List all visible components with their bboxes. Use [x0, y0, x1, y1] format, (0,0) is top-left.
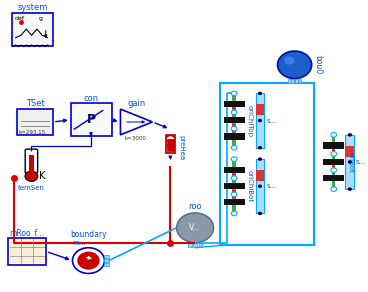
FancyBboxPatch shape [8, 238, 46, 265]
Circle shape [258, 146, 262, 150]
Circle shape [77, 252, 100, 270]
Bar [223, 183, 245, 189]
Circle shape [331, 152, 337, 156]
Bar [291, 79, 294, 83]
Text: s...: s... [266, 118, 276, 124]
Bar [29, 155, 33, 172]
Bar [223, 101, 245, 107]
Bar [105, 259, 109, 262]
Bar [295, 79, 298, 83]
Text: mRoo_f...: mRoo_f... [10, 228, 45, 237]
Bar [233, 190, 236, 199]
Bar [10, 239, 44, 263]
FancyBboxPatch shape [17, 109, 53, 135]
Bar [105, 263, 109, 266]
Text: boundary: boundary [70, 230, 107, 239]
Text: s...: s... [356, 159, 367, 165]
Bar [233, 105, 236, 114]
Circle shape [331, 168, 337, 172]
Bar [233, 93, 236, 148]
Circle shape [72, 248, 105, 274]
Circle shape [348, 187, 352, 191]
Bar [332, 146, 336, 155]
Circle shape [258, 157, 262, 161]
Bar [255, 159, 264, 213]
Circle shape [25, 171, 38, 181]
Bar [288, 79, 291, 83]
Text: bou0: bou0 [314, 55, 322, 74]
Bar [346, 135, 354, 189]
Text: oriChiBot: oriChiBot [247, 170, 252, 202]
Bar [346, 146, 354, 157]
Circle shape [177, 213, 213, 243]
Circle shape [231, 145, 237, 150]
Text: system: system [17, 3, 48, 12]
Bar [166, 135, 175, 153]
Text: def: def [15, 16, 25, 22]
Bar [105, 255, 109, 258]
Text: preHea: preHea [178, 135, 184, 160]
Text: P: P [86, 113, 96, 126]
Text: V...: V... [190, 223, 201, 232]
Text: gain: gain [127, 99, 146, 108]
Bar [220, 84, 314, 245]
Bar [298, 79, 301, 83]
Text: oriBot: oriBot [347, 152, 353, 172]
Text: g: g [39, 16, 43, 21]
Bar [255, 104, 264, 115]
Bar [188, 243, 191, 247]
Text: s...: s... [266, 183, 276, 189]
Bar [332, 165, 336, 175]
Text: oriChiTop: oriChiTop [247, 105, 252, 137]
Bar [233, 124, 236, 133]
Circle shape [231, 192, 237, 197]
Bar [167, 138, 174, 151]
Text: TSet: TSet [26, 99, 45, 108]
Circle shape [284, 56, 294, 65]
Circle shape [331, 187, 337, 192]
FancyBboxPatch shape [12, 13, 53, 46]
Circle shape [231, 126, 237, 131]
Bar [193, 243, 197, 247]
Text: k=293.15: k=293.15 [18, 130, 46, 135]
Bar [223, 166, 245, 173]
Text: roo: roo [188, 202, 202, 211]
Circle shape [231, 157, 237, 161]
FancyBboxPatch shape [71, 103, 112, 136]
Circle shape [258, 119, 262, 122]
Bar [323, 175, 344, 181]
Bar [332, 135, 336, 189]
Text: temSen: temSen [18, 185, 45, 191]
Circle shape [231, 91, 237, 96]
Bar [223, 199, 245, 206]
Bar [223, 117, 245, 124]
Text: con: con [84, 93, 99, 102]
Text: k=3000: k=3000 [124, 136, 146, 141]
Bar [255, 170, 264, 181]
FancyBboxPatch shape [25, 149, 38, 173]
Circle shape [258, 212, 262, 215]
Circle shape [231, 211, 237, 216]
Bar [233, 159, 236, 213]
Circle shape [231, 110, 237, 115]
Circle shape [231, 176, 237, 180]
Circle shape [258, 92, 262, 95]
Bar [323, 142, 344, 149]
Circle shape [277, 51, 312, 79]
Circle shape [348, 160, 352, 164]
Text: m...: m... [73, 240, 86, 246]
Bar [223, 133, 245, 140]
Circle shape [331, 133, 337, 137]
Bar [199, 243, 202, 247]
Bar [255, 93, 264, 148]
Circle shape [348, 133, 352, 137]
Bar [323, 159, 344, 165]
Bar [233, 171, 236, 180]
Text: K: K [39, 171, 46, 180]
Circle shape [258, 185, 262, 188]
